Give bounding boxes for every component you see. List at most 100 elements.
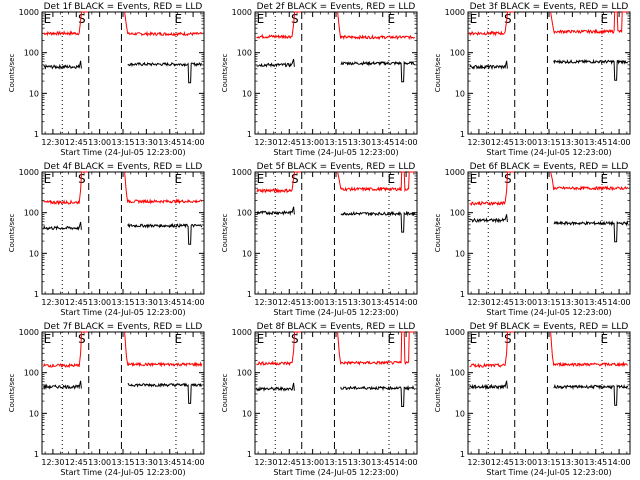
events-series-line bbox=[256, 58, 295, 68]
panel-3: Det 3f BLACK = Events, RED = LLD Counts/s… bbox=[434, 2, 631, 157]
x-axis-label: Start Time (24-Jul-05 12:23:00) bbox=[486, 148, 611, 157]
x-axis-label: Start Time (24-Jul-05 12:23:00) bbox=[273, 468, 398, 477]
y-axis-label: Counts/sec bbox=[434, 54, 442, 93]
lld-series-line bbox=[337, 11, 416, 41]
x-tick-label: 12:45 bbox=[278, 298, 301, 307]
event-label: E bbox=[388, 172, 396, 186]
plot-frame bbox=[254, 331, 418, 455]
event-label: E bbox=[470, 12, 478, 26]
x-tick-label: 13:30 bbox=[135, 298, 158, 307]
event-label: S bbox=[291, 172, 299, 186]
y-tick-label: 1 bbox=[247, 130, 252, 139]
event-label: E bbox=[601, 12, 609, 26]
x-tick-label: 13:30 bbox=[561, 298, 584, 307]
x-tick-label: 13:15 bbox=[324, 458, 347, 467]
panel-title: Det 6f BLACK = Events, RED = LLD bbox=[470, 162, 629, 172]
x-tick-label: 13:45 bbox=[158, 138, 181, 147]
x-tick-label: 14:00 bbox=[608, 298, 631, 307]
events-series-line bbox=[553, 58, 629, 81]
y-tick-label: 100 bbox=[237, 369, 252, 378]
y-axis-label: Counts/sec bbox=[8, 54, 16, 93]
x-tick-label: 13:30 bbox=[348, 458, 371, 467]
y-tick-label: 1000 bbox=[232, 168, 252, 177]
lld-series-line bbox=[550, 331, 628, 368]
y-tick-label: 10 bbox=[242, 409, 252, 418]
x-tick-label: 14:00 bbox=[608, 458, 631, 467]
plot-frame bbox=[41, 11, 205, 135]
x-tick-label: 13:45 bbox=[371, 138, 394, 147]
events-series-line bbox=[469, 380, 508, 391]
panel-2: Det 2f BLACK = Events, RED = LLD Counts/s… bbox=[221, 2, 418, 157]
x-tick-label: 13:45 bbox=[158, 458, 181, 467]
y-tick-label: 1000 bbox=[445, 328, 465, 337]
events-series-line bbox=[469, 60, 508, 71]
lld-series-line bbox=[256, 11, 301, 40]
panel-title: Det 7f BLACK = Events, RED = LLD bbox=[44, 322, 203, 332]
y-tick-label: 100 bbox=[24, 49, 39, 58]
event-label: E bbox=[257, 12, 265, 26]
y-tick-label: 10 bbox=[29, 249, 39, 258]
y-tick-label: 1 bbox=[460, 130, 465, 139]
panel-title: Det 4f BLACK = Events, RED = LLD bbox=[44, 162, 203, 172]
lld-series-line bbox=[469, 11, 514, 37]
event-label: E bbox=[44, 332, 52, 346]
event-label: E bbox=[175, 332, 183, 346]
y-tick-label: 1000 bbox=[19, 168, 39, 177]
x-tick-label: 13:30 bbox=[348, 138, 371, 147]
x-tick-label: 13:00 bbox=[301, 298, 324, 307]
panel-title: Det 9f BLACK = Events, RED = LLD bbox=[470, 322, 629, 332]
x-tick-label: 13:45 bbox=[371, 458, 394, 467]
x-axis-label: Start Time (24-Jul-05 12:23:00) bbox=[60, 308, 185, 317]
x-axis-label: Start Time (24-Jul-05 12:23:00) bbox=[273, 148, 398, 157]
x-tick-label: 12:30 bbox=[41, 298, 64, 307]
plot-frame bbox=[254, 11, 418, 135]
events-series-line bbox=[43, 380, 82, 390]
x-tick-label: 13:00 bbox=[301, 458, 324, 467]
x-tick-label: 14:00 bbox=[395, 298, 418, 307]
x-tick-label: 13:45 bbox=[584, 138, 607, 147]
event-label: E bbox=[470, 332, 478, 346]
lld-series-line bbox=[124, 11, 203, 37]
event-label: S bbox=[291, 332, 299, 346]
x-tick-label: 13:00 bbox=[88, 138, 111, 147]
y-tick-label: 1 bbox=[460, 450, 465, 459]
y-tick-label: 10 bbox=[242, 89, 252, 98]
panel-1: Det 1f BLACK = Events, RED = LLD Counts/s… bbox=[8, 2, 205, 157]
events-series-line bbox=[43, 221, 82, 231]
panel-4: Det 4f BLACK = Events, RED = LLD Counts/s… bbox=[8, 162, 205, 317]
event-label: E bbox=[257, 172, 265, 186]
lld-series-line bbox=[43, 331, 88, 369]
events-series-line bbox=[127, 222, 203, 245]
x-tick-label: 12:30 bbox=[467, 458, 490, 467]
y-tick-label: 1000 bbox=[232, 328, 252, 337]
event-label: S bbox=[291, 12, 299, 26]
x-tick-label: 12:30 bbox=[254, 138, 277, 147]
x-tick-label: 13:45 bbox=[584, 298, 607, 307]
lld-series-line bbox=[550, 11, 628, 35]
events-series-line bbox=[256, 382, 295, 392]
event-label: E bbox=[601, 172, 609, 186]
y-axis-label: Counts/sec bbox=[434, 374, 442, 413]
events-series-line bbox=[127, 382, 202, 404]
lld-series-line bbox=[256, 331, 301, 367]
y-axis-label: Counts/sec bbox=[221, 374, 229, 413]
x-tick-label: 12:30 bbox=[467, 138, 490, 147]
lld-series-line bbox=[550, 171, 628, 192]
x-tick-label: 13:15 bbox=[537, 138, 560, 147]
x-tick-label: 13:15 bbox=[537, 458, 560, 467]
y-tick-label: 1000 bbox=[445, 8, 465, 17]
y-tick-label: 1000 bbox=[445, 168, 465, 177]
event-label: S bbox=[504, 12, 512, 26]
y-tick-label: 10 bbox=[29, 89, 39, 98]
x-tick-label: 12:30 bbox=[254, 458, 277, 467]
y-axis-label: Counts/sec bbox=[8, 214, 16, 253]
x-tick-label: 12:30 bbox=[467, 298, 490, 307]
x-tick-label: 13:00 bbox=[88, 298, 111, 307]
x-tick-label: 12:45 bbox=[65, 458, 88, 467]
x-tick-label: 13:45 bbox=[584, 458, 607, 467]
y-axis-label: Counts/sec bbox=[221, 54, 229, 93]
panel-9: Det 9f BLACK = Events, RED = LLD Counts/s… bbox=[434, 322, 631, 477]
plot-frame bbox=[467, 331, 631, 455]
x-tick-label: 13:30 bbox=[561, 138, 584, 147]
